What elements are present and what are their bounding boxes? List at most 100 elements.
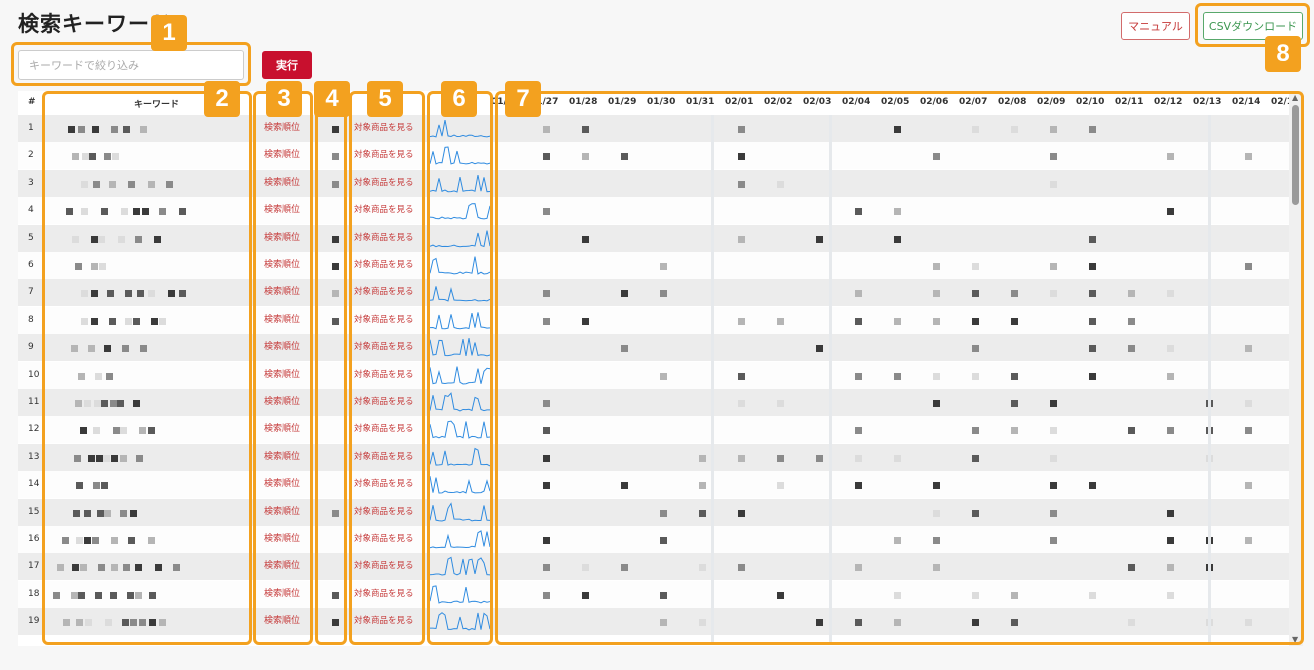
date-header: 02/05: [881, 97, 910, 107]
search-rank-link[interactable]: 検索順位: [264, 397, 301, 407]
search-rank-link[interactable]: 検索順位: [264, 287, 301, 298]
annotation-badge-2: 2: [204, 81, 240, 117]
search-rank-link[interactable]: 検索順位: [264, 150, 301, 161]
vertical-scrollbar[interactable]: ▲ ▼: [1289, 91, 1303, 646]
keyword-cell[interactable]: [48, 252, 248, 279]
daily-rank-square: [1167, 345, 1174, 353]
search-rank-link[interactable]: 検索順位: [264, 534, 301, 544]
row-index: 18: [28, 588, 40, 599]
keyword-cell[interactable]: [48, 444, 248, 471]
scroll-down-arrow-icon[interactable]: ▼: [1292, 635, 1299, 644]
search-rank-link[interactable]: 検索順位: [264, 232, 301, 243]
search-rank-link[interactable]: 検索順位: [264, 506, 301, 517]
keyword-cell[interactable]: [48, 416, 248, 443]
keyword-cell[interactable]: [48, 170, 248, 197]
daily-rank-cells: [498, 252, 1294, 279]
keyword-cell[interactable]: [48, 499, 248, 526]
sparkline-path: [430, 146, 491, 166]
table-row: 5 検索順位 対象商品を見る: [18, 224, 1294, 252]
keyword-cell[interactable]: [48, 279, 248, 306]
keyword-cell[interactable]: [48, 471, 248, 498]
redacted-keyword-block: [122, 619, 129, 627]
rank-sparkline: [430, 366, 491, 385]
view-products-link[interactable]: 対象商品を見る: [354, 424, 414, 435]
redacted-keyword-block: [111, 454, 118, 462]
keyword-cell[interactable]: [48, 142, 248, 169]
keyword-cell[interactable]: [48, 225, 248, 252]
daily-rank-square: [1245, 400, 1252, 407]
redacted-keyword-block: [109, 317, 116, 325]
search-rank-link[interactable]: 検索順位: [264, 177, 301, 188]
search-rank-link[interactable]: 検索順位: [264, 342, 301, 353]
row-index: 7: [28, 287, 34, 298]
scrollbar-thumb[interactable]: [1292, 105, 1299, 205]
redacted-keyword-block: [75, 400, 82, 407]
csv-download-button[interactable]: CSVダウンロード: [1203, 12, 1303, 40]
view-products-link[interactable]: 対象商品を見る: [354, 506, 414, 517]
view-products-link[interactable]: 対象商品を見る: [354, 314, 414, 325]
view-products-link[interactable]: 対象商品を見る: [354, 561, 414, 572]
view-products-link[interactable]: 対象商品を見る: [354, 369, 414, 380]
redacted-keyword-block: [104, 153, 111, 161]
daily-rank-square: [855, 427, 862, 435]
run-button[interactable]: 実行: [262, 51, 312, 79]
redacted-keyword-block: [106, 372, 113, 380]
sparkline-path: [430, 256, 491, 275]
manual-button[interactable]: マニュアル: [1121, 12, 1190, 40]
search-rank-link[interactable]: 検索順位: [264, 561, 301, 572]
keyword-cell[interactable]: [48, 389, 248, 416]
search-rank-link[interactable]: 検索順位: [264, 314, 301, 325]
search-input[interactable]: [18, 50, 244, 80]
view-products-link[interactable]: 対象商品を見る: [354, 397, 414, 407]
view-products-link[interactable]: 対象商品を見る: [354, 342, 414, 353]
search-rank-link[interactable]: 検索順位: [264, 123, 301, 133]
view-products-link[interactable]: 対象商品を見る: [354, 588, 414, 599]
view-products-link[interactable]: 対象商品を見る: [354, 205, 414, 216]
daily-rank-square: [777, 482, 784, 490]
daily-rank-square: [777, 180, 784, 188]
redacted-keyword-block: [130, 509, 137, 517]
view-products-link[interactable]: 対象商品を見る: [354, 177, 414, 188]
view-products-link[interactable]: 対象商品を見る: [354, 616, 414, 627]
daily-rank-square: [972, 290, 979, 298]
search-rank-link[interactable]: 検索順位: [264, 588, 301, 599]
view-products-link[interactable]: 対象商品を見る: [354, 534, 414, 544]
search-rank-link[interactable]: 検索順位: [264, 369, 301, 380]
keyword-cell[interactable]: [48, 608, 248, 635]
redacted-keyword-block: [111, 564, 118, 572]
sparkline-path: [430, 421, 491, 440]
view-products-link[interactable]: 対象商品を見る: [354, 287, 414, 298]
daily-rank-square: [1167, 591, 1174, 599]
view-products-link[interactable]: 対象商品を見る: [354, 260, 414, 270]
daily-rank-square: [777, 400, 784, 407]
daily-rank-square: [699, 454, 706, 462]
keyword-cell[interactable]: [48, 334, 248, 361]
daily-rank-square: [894, 126, 901, 133]
redacted-keyword-block: [148, 427, 155, 435]
keyword-cell[interactable]: [48, 115, 248, 142]
view-products-link[interactable]: 対象商品を見る: [354, 479, 414, 490]
view-products-link[interactable]: 対象商品を見る: [354, 150, 414, 161]
search-rank-link[interactable]: 検索順位: [264, 451, 301, 462]
keyword-cell[interactable]: [48, 526, 248, 553]
search-rank-link[interactable]: 検索順位: [264, 205, 301, 216]
table-row: 9 検索順位 対象商品を見る: [18, 334, 1294, 362]
table-row: 1 検索順位 対象商品を見る: [18, 115, 1294, 142]
search-rank-link[interactable]: 検索順位: [264, 616, 301, 627]
daily-rank-cells: [498, 197, 1294, 224]
keyword-cell[interactable]: [48, 197, 248, 224]
view-products-link[interactable]: 対象商品を見る: [354, 451, 414, 462]
daily-rank-square: [1050, 180, 1057, 188]
keyword-cell[interactable]: [48, 553, 248, 580]
search-rank-link[interactable]: 検索順位: [264, 260, 301, 270]
keyword-cell[interactable]: [48, 581, 248, 608]
keyword-cell[interactable]: [48, 307, 248, 334]
daily-rank-square: [933, 537, 940, 544]
keyword-cell[interactable]: [48, 362, 248, 389]
scroll-up-arrow-icon[interactable]: ▲: [1292, 93, 1299, 102]
search-rank-link[interactable]: 検索順位: [264, 479, 301, 490]
sparkline-path: [430, 120, 491, 138]
view-products-link[interactable]: 対象商品を見る: [354, 123, 414, 133]
search-rank-link[interactable]: 検索順位: [264, 424, 301, 435]
view-products-link[interactable]: 対象商品を見る: [354, 232, 414, 243]
